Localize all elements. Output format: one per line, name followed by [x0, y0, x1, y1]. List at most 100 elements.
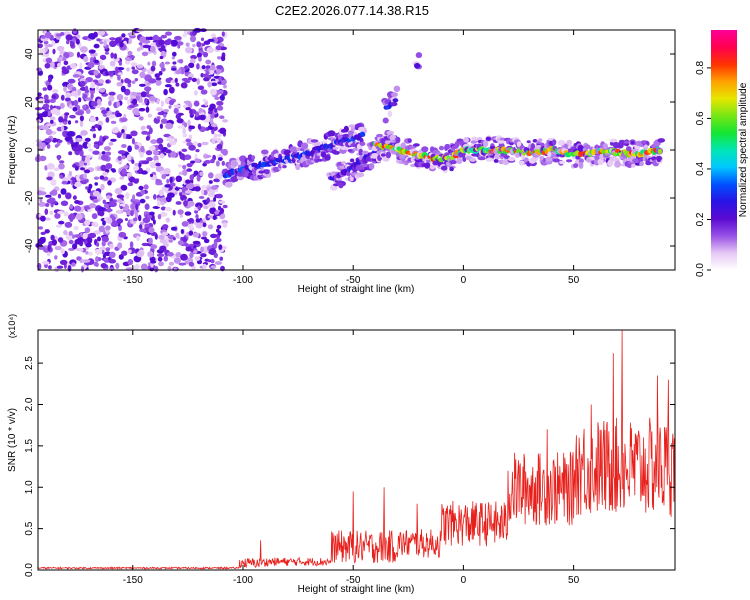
noise-cell — [130, 203, 136, 211]
ridge-halo — [483, 141, 489, 148]
noise-cell — [198, 107, 204, 114]
ridge-halo — [415, 52, 423, 59]
ridge-halo — [247, 154, 253, 161]
noise-cell — [111, 169, 117, 173]
noise-cell — [55, 224, 62, 228]
noise-cell — [48, 197, 56, 203]
noise-cell — [79, 115, 84, 122]
noise-cell — [207, 110, 213, 115]
noise-cell — [80, 130, 88, 136]
noise-cell — [57, 237, 64, 243]
noise-cell — [42, 261, 50, 265]
noise-cell — [57, 211, 64, 214]
noise-cell — [179, 153, 186, 160]
colorbar-tick-label: 0.2 — [695, 212, 706, 226]
noise-cell — [79, 160, 84, 166]
noise-cell — [95, 86, 100, 91]
noise-cell — [57, 139, 63, 143]
noise-cell — [144, 203, 150, 210]
noise-cell — [88, 183, 93, 189]
noise-cell — [211, 82, 218, 87]
noise-cell — [158, 189, 164, 197]
noise-cell — [98, 210, 105, 217]
ridge-halo — [477, 157, 486, 161]
noise-cell — [139, 83, 146, 87]
noise-cell — [66, 131, 75, 137]
noise-cell — [89, 56, 94, 64]
noise-cell — [108, 95, 115, 102]
noise-cell — [92, 198, 99, 203]
noise-cell — [173, 107, 178, 114]
noise-cell — [165, 217, 171, 223]
ridge-halo — [413, 143, 420, 147]
noise-cell — [47, 171, 55, 179]
ridge-cell — [392, 98, 399, 103]
noise-cell — [148, 36, 154, 41]
noise-cell — [105, 117, 110, 123]
noise-cell — [194, 117, 201, 121]
noise-cell — [211, 33, 217, 39]
noise-cell — [143, 184, 149, 190]
ridge-halo — [391, 92, 398, 97]
ridge-halo — [283, 149, 292, 156]
noise-cell — [200, 37, 205, 42]
ridge-halo — [623, 140, 629, 144]
noise-cell — [142, 217, 151, 224]
noise-cell — [71, 262, 76, 267]
ridge-halo — [573, 163, 579, 169]
noise-cell — [219, 127, 227, 134]
noise-cell — [89, 128, 97, 132]
noise-cell — [101, 241, 106, 247]
noise-cell — [124, 88, 131, 96]
snr-x-ticks: -150 -100 -50 0 50 — [123, 330, 580, 586]
noise-cell — [121, 168, 127, 175]
noise-cell — [186, 218, 194, 222]
noise-cell — [74, 200, 81, 204]
ridge-halo — [524, 157, 529, 163]
noise-cell — [171, 56, 175, 60]
ridge-halo — [578, 161, 584, 169]
ridge-halo — [530, 143, 536, 150]
noise-cell — [124, 96, 129, 101]
noise-cell — [93, 230, 101, 235]
noise-cell — [218, 200, 226, 204]
ridge-halo — [224, 181, 233, 188]
noise-cell — [146, 157, 153, 162]
x-tick-label: -100 — [233, 275, 253, 286]
ridge-halo — [538, 138, 543, 142]
noise-cell — [201, 189, 205, 196]
noise-cell — [110, 120, 117, 124]
noise-cell — [196, 63, 200, 70]
ridge-halo — [320, 151, 327, 158]
colorbar-tick-label: 0.6 — [695, 111, 706, 125]
noise-cell — [169, 176, 173, 183]
noise-cell — [183, 200, 188, 207]
noise-cell — [150, 260, 157, 264]
noise-cell — [106, 107, 110, 112]
noise-cell — [68, 231, 73, 236]
noise-cell — [216, 105, 224, 111]
noise-cell — [215, 45, 222, 51]
noise-cell — [187, 119, 191, 127]
noise-cell — [79, 80, 86, 87]
y-tick-label: 40 — [24, 48, 35, 60]
noise-cell — [39, 236, 46, 244]
noise-cell — [162, 224, 169, 230]
noise-cell — [178, 262, 186, 266]
noise-cell — [97, 120, 104, 127]
noise-cell — [102, 220, 106, 226]
noise-cell — [182, 164, 187, 170]
noise-cell — [157, 256, 163, 262]
noise-cell — [191, 77, 197, 82]
noise-cell — [63, 230, 68, 236]
noise-cell — [147, 61, 151, 66]
noise-cell — [180, 229, 185, 234]
noise-cell — [130, 130, 138, 137]
noise-cell — [99, 135, 103, 142]
noise-cell — [163, 168, 171, 175]
noise-cell — [93, 43, 100, 49]
noise-cell — [151, 60, 157, 67]
noise-cell — [109, 40, 117, 48]
noise-cell — [105, 151, 112, 156]
noise-cell — [133, 255, 142, 263]
